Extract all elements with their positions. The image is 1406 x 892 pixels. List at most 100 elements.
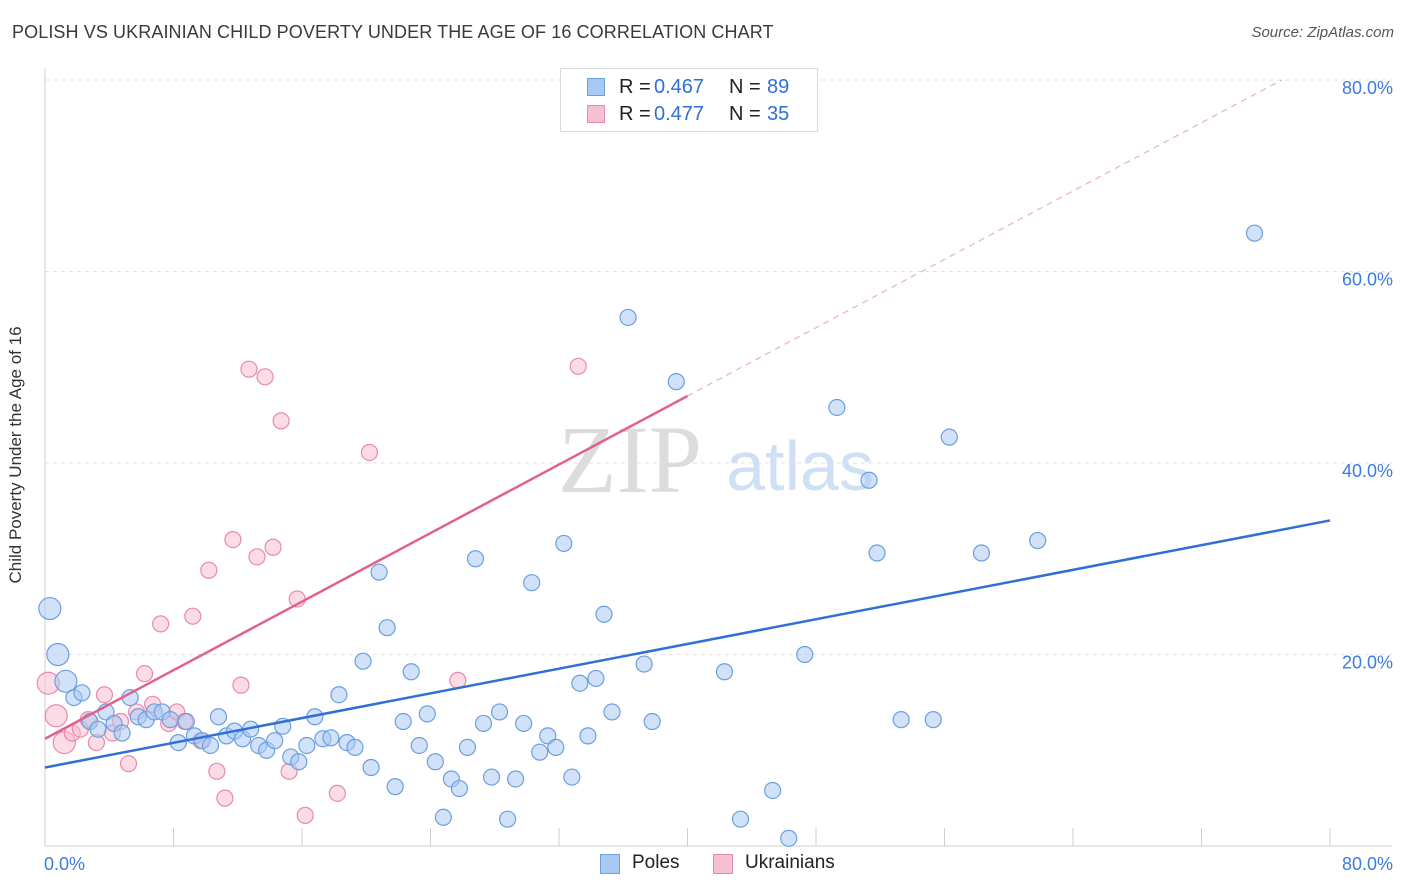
poles-legend-swatch [600,854,620,874]
poles-point [266,732,284,750]
ukrainians-point [328,784,346,802]
poles-point [499,810,517,828]
source-credit: Source: ZipAtlas.com [1251,24,1394,41]
ukrainians-legend-label: Ukrainians [745,852,835,873]
ukrainians-point [296,806,314,824]
poles-point [330,686,348,704]
ukrainians-point [44,704,68,728]
ukrainians-point [256,368,274,386]
poles-point [474,714,493,733]
ukrainians-point [200,561,218,579]
poles-point [892,711,910,729]
ukrainians-points [36,357,587,824]
poles-point [482,768,501,786]
poles-point [531,743,549,761]
poles-point [731,810,750,828]
r-label: R = [619,76,651,98]
ukrainians-point [208,762,226,780]
poles-point [38,596,62,621]
poles-point [426,753,444,771]
poles-point [394,712,412,731]
poles-point [177,712,195,731]
poles-point [490,703,509,721]
poles-point [322,729,340,747]
poles-point [209,708,228,726]
poles-point [619,308,637,327]
poles-point [643,712,661,731]
watermark-atlas: atlas [726,427,874,505]
poles-point [523,574,541,592]
y-tick-label: 80.0% [1342,78,1393,98]
poles-point [346,738,364,756]
poles-point [89,720,107,738]
poles-point [563,768,581,786]
n-label: N = [729,76,761,98]
ukrainians-swatch [587,105,605,123]
poles-point [972,544,991,562]
r-label: R = [619,103,651,125]
chart-title: POLISH VS UKRAINIAN CHILD POVERTY UNDER … [12,22,774,42]
poles-point [466,550,485,568]
poles-point [507,770,525,788]
poles-point [587,669,605,688]
ukrainians-trend-extension [687,79,1283,397]
poles-point [402,663,420,681]
x-axis-ticks [44,828,1331,846]
poles-point [595,605,613,623]
r-value: 0.467 [654,76,705,98]
poles-point [161,711,179,729]
ukrainians-trend-line [44,394,689,740]
poles-point [603,703,621,721]
ukrainians-legend-swatch [713,854,733,874]
poles-point [201,736,220,755]
poles-point [378,619,396,637]
poles-point [46,642,70,667]
ukrainians-point [240,360,258,378]
poles-point [940,428,958,446]
ukrainians-point [95,686,114,704]
poles-point [1245,224,1264,242]
watermark-zip: ZIP [558,406,702,513]
ukrainians-point [119,755,138,773]
y-tick-label: 40.0% [1342,461,1393,481]
x-axis-tick-labels: 0.0% 80.0% [44,854,1393,874]
correlation-legend: R = 0.467 N = 89 R = 0.477 N = 35 [560,68,818,132]
poles-point [635,655,653,673]
ukrainians-point [569,357,587,375]
poles-point [458,738,477,756]
poles-point [555,534,573,553]
trend-lines [44,79,1331,769]
poles-point [362,758,380,777]
poles-point [450,779,469,798]
x-tick-label-min: 0.0% [44,854,85,874]
poles-point [113,724,131,742]
ukrainians-point [152,615,170,633]
poles-point [386,778,404,796]
poles-point [764,781,782,800]
y-axis-tick-labels: 20.0% 40.0% 60.0% 80.0% [1342,78,1393,673]
ukrainians-point [224,530,242,549]
poles-point [290,753,308,771]
poles-point [828,398,846,417]
ukrainians-point [248,548,266,566]
y-tick-label: 20.0% [1342,653,1393,673]
n-label: N = [729,103,761,125]
poles-point [73,684,91,702]
poles-point [515,714,533,733]
poles-point [370,563,388,581]
poles-point [354,652,372,670]
ukrainians-point [216,789,234,807]
poles-point [860,471,878,489]
poles-point [571,674,589,692]
zipatlas-watermark: ZIP atlas [558,406,874,513]
poles-point [298,736,316,755]
poles-point [868,544,886,562]
y-tick-label: 60.0% [1342,270,1393,290]
poles-point [667,373,685,391]
poles-trend-line [44,519,1331,769]
poles-legend-label: Poles [632,852,680,873]
poles-point [1029,531,1047,550]
poles-point [715,663,734,681]
ukrainians-point [184,607,202,625]
x-tick-label-max: 80.0% [1342,854,1393,874]
